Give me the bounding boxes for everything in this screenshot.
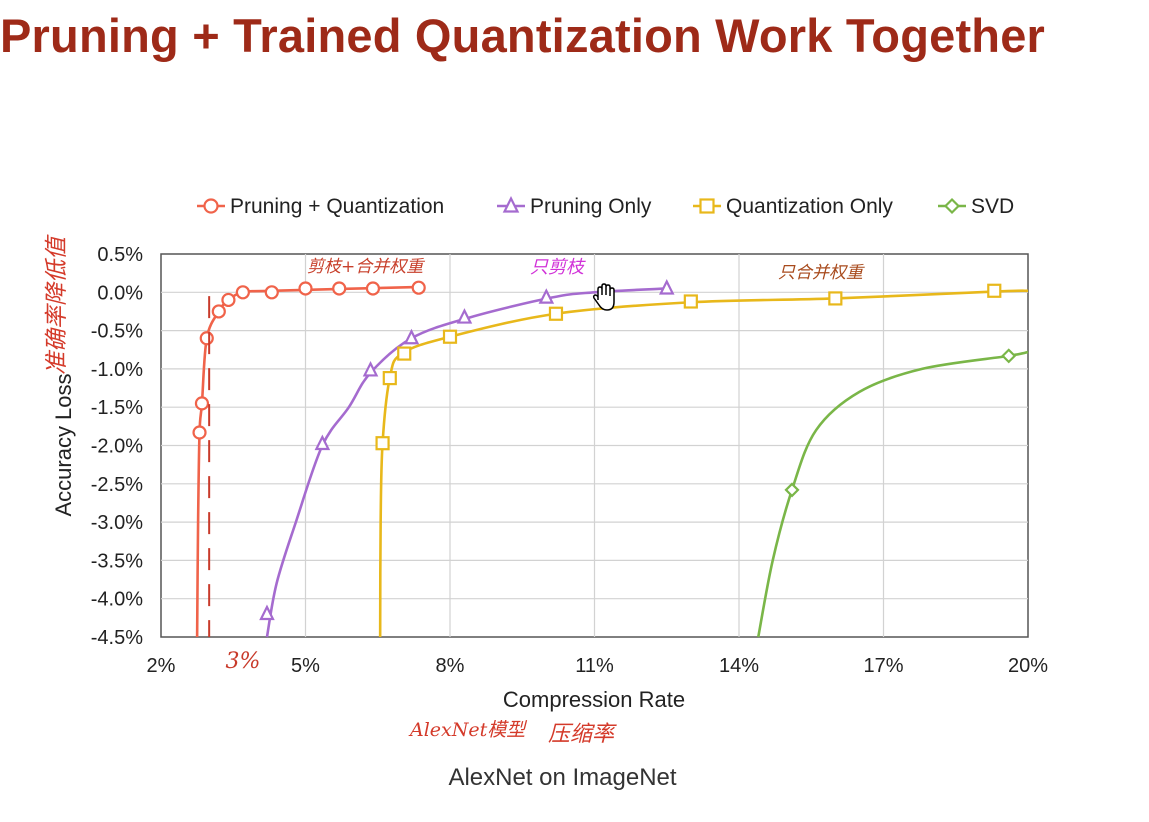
data-point (403, 328, 420, 345)
data-point (365, 281, 381, 296)
series-2 (375, 283, 1029, 638)
x-tick-label: 8% (436, 655, 465, 677)
data-point (1001, 348, 1017, 364)
data-point (658, 279, 675, 295)
quantization-only-handnote: 只合并权重 (778, 263, 865, 283)
data-point (362, 360, 379, 377)
series-line (378, 289, 1029, 638)
data-point (456, 308, 473, 324)
data-point (375, 436, 390, 451)
axis-ticks: 0.5% 0.0% -0.5% -1.0% -1.5% -2.0% -2.5% -3.0% -3… (91, 244, 1048, 677)
legend-swatch-marker (699, 198, 715, 214)
pruning-only-handnote: 只剪枝 (530, 257, 586, 278)
y-tick-label: -2.0% (91, 436, 143, 458)
series-3 (756, 348, 1029, 638)
x-axis-label: Compression Rate (503, 687, 685, 712)
y-tick-label: -0.5% (91, 321, 143, 343)
legend-swatch-marker (203, 198, 219, 214)
legend-item: Pruning Only (497, 195, 652, 218)
legend: Pruning + Quantization Pruning Only Quanti… (197, 195, 1014, 218)
y-tick-label: -1.5% (91, 397, 143, 419)
y-axis-label: Accuracy Loss (51, 373, 76, 516)
data-point (194, 396, 210, 411)
legend-item: Quantization Only (693, 195, 893, 218)
data-point (211, 304, 226, 319)
legend-label: SVD (971, 195, 1014, 218)
data-point (411, 280, 426, 295)
y-tick-label: 0.5% (97, 244, 143, 266)
handwritten-annotations: 3% 准确率降低值 AlexNet模型 压缩率 剪枝+合并权重 只剪枝 只合并权… (44, 234, 865, 747)
data-point (264, 285, 279, 300)
series-1 (259, 279, 675, 638)
hand-cursor-icon (592, 283, 615, 311)
data-point (199, 331, 214, 346)
chart-caption: AlexNet on ImageNet (448, 764, 677, 791)
data-point (314, 434, 331, 451)
legend-item: Pruning + Quantization (197, 195, 444, 218)
data-point (259, 604, 275, 621)
y-tick-label: 0.0% (97, 282, 143, 304)
series-layer (192, 279, 1029, 638)
legend-swatch-marker (502, 196, 520, 213)
data-point (442, 329, 458, 344)
series-0 (192, 280, 426, 638)
y-tick-label: -4.0% (91, 589, 143, 611)
series-line (756, 350, 1029, 638)
y-tick-label: -3.0% (91, 512, 143, 534)
y-tick-label: -2.5% (91, 474, 143, 496)
x-tick-label: 11% (575, 655, 614, 677)
y-axis-handnote: 准确率降低值 (44, 234, 70, 375)
data-point (397, 346, 412, 361)
grid (161, 254, 1028, 637)
data-point (382, 370, 397, 386)
three-percent-label: 3% (226, 649, 261, 674)
pruning-quantization-handnote: 剪枝+合并权重 (307, 257, 425, 277)
legend-label: Pruning Only (530, 195, 652, 218)
x-axis-handnote-rate: 压缩率 (548, 722, 617, 747)
slide-title: Pruning + Trained Quantization Work Toge… (0, 9, 1046, 62)
legend-label: Quantization Only (726, 195, 893, 218)
data-point (548, 306, 564, 321)
legend-item: SVD (938, 195, 1014, 218)
x-tick-label: 14% (719, 655, 759, 677)
x-axis-handnote-model: AlexNet模型 (408, 719, 527, 741)
legend-label: Pruning + Quantization (230, 195, 444, 218)
data-point (784, 482, 800, 498)
data-point (538, 288, 555, 304)
x-tick-label: 2% (147, 655, 176, 677)
y-tick-label: -3.5% (91, 550, 143, 572)
data-point (235, 285, 250, 300)
data-point (683, 294, 698, 309)
legend-swatch-marker (943, 197, 961, 215)
data-point (332, 281, 347, 296)
y-tick-label: -4.5% (91, 627, 143, 649)
data-point (828, 291, 843, 306)
x-tick-label: 20% (1008, 655, 1048, 677)
x-tick-label: 17% (863, 655, 903, 677)
x-tick-label: 5% (291, 655, 320, 677)
data-point (987, 283, 1002, 298)
data-point (221, 292, 236, 308)
data-point (298, 281, 313, 296)
series-line (195, 285, 422, 638)
y-tick-label: -1.0% (91, 359, 143, 381)
data-point (192, 425, 207, 440)
